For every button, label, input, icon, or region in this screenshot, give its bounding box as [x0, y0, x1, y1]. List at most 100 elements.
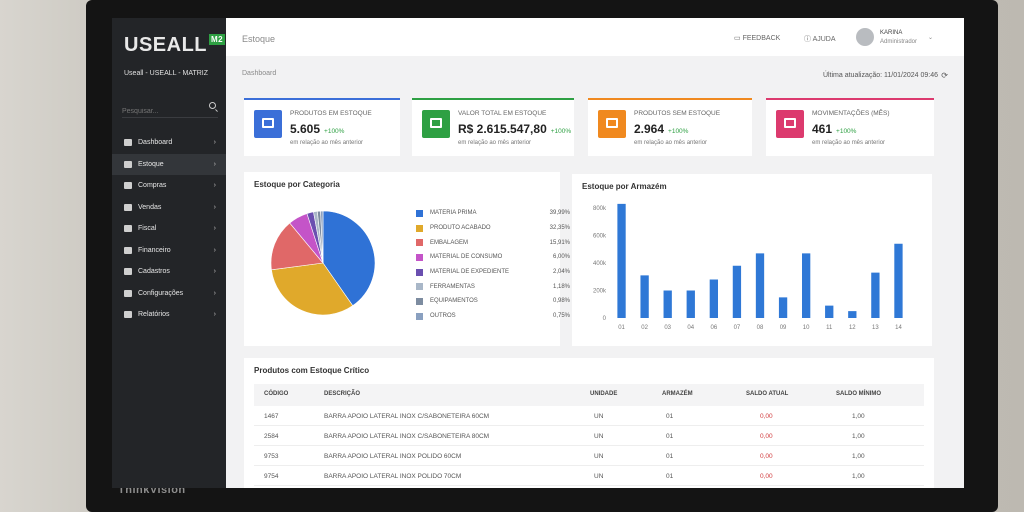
- kpi-delta: +100%: [550, 128, 572, 135]
- chevron-right-icon: ›: [213, 182, 216, 189]
- y-tick-label: 600k: [593, 234, 607, 240]
- company-name: Useall - USEALL - MATRIZ: [124, 70, 209, 77]
- app-logo[interactable]: USEALL M2: [124, 34, 226, 57]
- search-input[interactable]: [122, 108, 196, 115]
- bar-armazem-13[interactable]: [871, 272, 880, 318]
- pie-slice-outros[interactable]: [320, 210, 324, 264]
- bar-armazem-12[interactable]: [848, 311, 857, 318]
- pie-slice-produto-acabado[interactable]: [271, 262, 354, 316]
- breadcrumb[interactable]: Dashboard: [242, 70, 277, 77]
- sidebar-item-estoque[interactable]: Estoque ›: [112, 153, 226, 175]
- legend-item[interactable]: MATERIAL DE CONSUMO 6,00%: [416, 250, 570, 265]
- chevron-right-icon: ›: [213, 289, 216, 297]
- kpi-delta: +100%: [324, 128, 345, 135]
- kpi-number: 5.605: [290, 122, 321, 136]
- pie-slice-materia-prima[interactable]: [322, 210, 376, 307]
- pie-slice-embalagem[interactable]: [270, 222, 324, 271]
- cell-descricao: BARRA APOIO LATERAL INOX POLIDO 60CM: [324, 453, 462, 460]
- chevron-right-icon: ›: [213, 203, 216, 211]
- sidebar-item-vendas[interactable]: Vendas ›: [112, 197, 226, 219]
- sidebar-item-label: Fiscal: [138, 225, 157, 233]
- sidebar-item-label: Vendas: [138, 203, 162, 211]
- legend-item[interactable]: PRODUTO ACABADO 32,35%: [416, 221, 570, 236]
- feedback-button[interactable]: ▭ FEEDBACK: [734, 34, 780, 42]
- cell-descricao: BARRA APOIO LATERAL INOX POLIDO 70CM: [324, 473, 462, 480]
- help-button[interactable]: ⓘ AJUDA: [804, 34, 836, 44]
- bar-armazem-03[interactable]: [663, 290, 672, 319]
- legend-item[interactable]: MATERIA PRIMA 39,99%: [416, 206, 570, 221]
- legend-percent: 15,91%: [549, 239, 570, 246]
- col-codigo[interactable]: CÓDIGO: [264, 391, 289, 397]
- col-armazem[interactable]: ARMAZÉM: [662, 391, 693, 397]
- y-tick-label: 800k: [593, 206, 607, 212]
- critical-panel-title: Produtos com Estoque Crítico: [254, 366, 370, 375]
- bar-armazem-06[interactable]: [709, 279, 718, 319]
- kpi-value: R$ 2.615.547,80 +100%: [458, 122, 571, 136]
- y-tick-label: 400k: [593, 261, 607, 267]
- help-icon: ⓘ: [804, 36, 813, 43]
- empty-box-icon: [598, 110, 626, 138]
- col-unidade[interactable]: UNIDADE: [590, 391, 618, 397]
- x-tick-label: 12: [849, 325, 856, 331]
- bar-armazem-07[interactable]: [732, 265, 742, 318]
- sidebar-nav: Dashboard › Estoque › Compras › Vendas › Fis…: [112, 132, 226, 326]
- kpi-number: 461: [812, 122, 833, 136]
- transfer-icon: [776, 110, 804, 138]
- kpi-note: em relação ao mês anterior: [634, 140, 708, 146]
- table-row[interactable]: 2584 BARRA APOIO LATERAL INOX C/SABONETE…: [254, 426, 924, 446]
- col-saldo-minimo[interactable]: SALDO MÍNIMO: [836, 391, 881, 397]
- legend-item[interactable]: OUTROS 0,75%: [416, 309, 570, 324]
- kpi-note: em relação ao mês anterior: [290, 140, 364, 146]
- legend-item[interactable]: EMBALAGEM 15,91%: [416, 235, 570, 250]
- feedback-label: FEEDBACK: [742, 35, 781, 42]
- category-panel-title: Estoque por Categoria: [254, 180, 340, 189]
- boxes-icon: [254, 110, 282, 138]
- table-row[interactable]: 1467 BARRA APOIO LATERAL INOX C/SABONETE…: [254, 406, 924, 426]
- col-descricao[interactable]: DESCRIÇÃO: [324, 391, 361, 397]
- table-header: CÓDIGO DESCRIÇÃO UNIDADE ARMAZÉM SALDO A…: [254, 384, 924, 406]
- bar-armazem-14[interactable]: [894, 243, 903, 318]
- bar-armazem-04[interactable]: [686, 290, 695, 319]
- megaphone-icon: ▭: [734, 35, 743, 42]
- col-saldo-atual[interactable]: SALDO ATUAL: [746, 391, 789, 397]
- legend-item[interactable]: FERRAMENTAS 1,18%: [416, 279, 570, 294]
- bar-armazem-10[interactable]: [802, 253, 811, 318]
- bar-armazem-01[interactable]: [617, 203, 626, 318]
- sidebar-item-financeiro[interactable]: Financeiro ›: [112, 240, 226, 262]
- pie-chart: [270, 210, 376, 316]
- gear-icon: [124, 289, 132, 297]
- table-row[interactable]: 9754 BARRA APOIO LATERAL INOX POLIDO 70C…: [254, 466, 924, 486]
- table-row[interactable]: 9753 BARRA APOIO LATERAL INOX POLIDO 60C…: [254, 446, 924, 466]
- page-title: Estoque: [242, 34, 276, 44]
- legend-label: MATERIAL DE CONSUMO: [430, 254, 503, 261]
- sidebar-item-label: Cadastros: [138, 268, 170, 276]
- sidebar-item-cadastros[interactable]: Cadastros ›: [112, 261, 226, 283]
- legend-item[interactable]: MATERIAL DE EXPEDIENTE 2,04%: [416, 265, 570, 280]
- cell-armazem: 01: [666, 473, 674, 480]
- search-icon[interactable]: [209, 102, 216, 109]
- bar-armazem-09[interactable]: [778, 297, 788, 318]
- bar-armazem-02[interactable]: [640, 275, 649, 318]
- bar-armazem-11[interactable]: [825, 305, 834, 318]
- chevron-down-icon[interactable]: ⌄: [928, 35, 934, 41]
- user-name[interactable]: KARINA: [880, 30, 903, 36]
- sidebar-item-compras[interactable]: Compras ›: [112, 175, 226, 197]
- cell-unidade: UN: [594, 473, 604, 480]
- avatar[interactable]: [856, 28, 874, 46]
- sidebar-item-dashboard[interactable]: Dashboard ›: [112, 132, 226, 154]
- sidebar-item-label: Estoque: [138, 160, 164, 168]
- refresh-icon[interactable]: ⟳: [941, 71, 948, 80]
- legend-label: MATERIAL DE EXPEDIENTE: [430, 269, 510, 276]
- sidebar-item-configuracoes[interactable]: Configurações ›: [112, 283, 226, 305]
- sidebar-item-relatorios[interactable]: Relatórios ›: [112, 304, 226, 326]
- legend-item[interactable]: EQUIPAMENTOS 0,98%: [416, 294, 570, 309]
- x-tick-label: 10: [803, 325, 810, 331]
- sidebar-item-fiscal[interactable]: Fiscal ›: [112, 218, 226, 240]
- x-tick-label: 04: [687, 325, 694, 331]
- cell-codigo: 2584: [264, 433, 279, 440]
- bar-armazem-08[interactable]: [755, 253, 765, 318]
- x-tick-label: 07: [734, 325, 741, 331]
- legend-label: EMBALAGEM: [430, 239, 469, 246]
- help-label: AJUDA: [812, 36, 836, 43]
